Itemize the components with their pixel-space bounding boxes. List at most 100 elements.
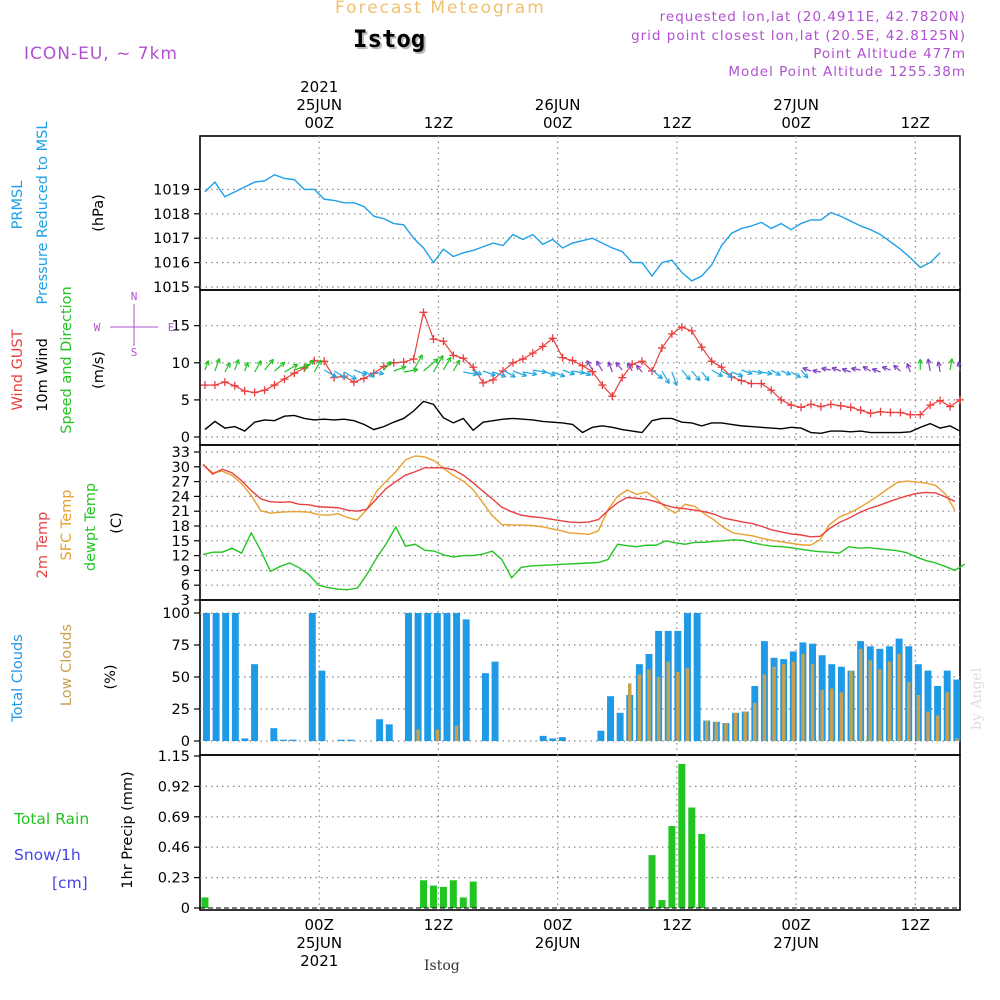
gust-marker-61	[806, 400, 815, 409]
direction-arrow-64	[831, 366, 841, 372]
direction-arrow-head-69	[881, 365, 888, 371]
rain-bar-2	[429, 885, 437, 908]
gust-marker-16	[359, 374, 368, 383]
bottom-tick-label-5: 12Z	[901, 916, 930, 934]
direction-arrow-shaft-18	[383, 361, 392, 371]
gust-marker-5	[250, 388, 259, 397]
direction-arrow-head-54	[747, 369, 753, 376]
direction-arrow-head-56	[767, 370, 773, 376]
direction-arrow-head-46	[664, 378, 670, 385]
direction-arrow-shaft-74	[937, 361, 941, 373]
direction-arrow-shaft-21	[413, 354, 423, 371]
direction-arrow-shaft-37	[572, 370, 585, 374]
gust-marker-48	[677, 323, 686, 332]
gust-marker-51	[707, 357, 716, 366]
direction-arrow-shaft-51	[711, 369, 723, 377]
direction-arrow-shaft-52	[721, 370, 733, 378]
direction-arrow-4	[243, 361, 250, 372]
direction-arrow-head-6	[268, 358, 275, 365]
direction-arrow-15	[353, 369, 368, 376]
temp-ytick-label-8: 27	[172, 475, 190, 491]
total-cloud-bar-48	[664, 630, 672, 741]
direction-arrow-head-60	[803, 373, 809, 379]
gust-marker-24	[439, 337, 448, 346]
gust-marker-69	[886, 408, 895, 417]
gust-marker-49	[687, 326, 696, 335]
total-cloud-bar-44	[626, 694, 634, 741]
direction-arrow-head-52	[727, 372, 734, 378]
direction-arrow-head-71	[906, 363, 912, 369]
direction-arrow-9	[294, 363, 310, 371]
low-cloud-bar-61	[791, 661, 796, 741]
total-cloud-bar-11	[308, 613, 316, 741]
direction-arrow-43	[626, 362, 633, 372]
direction-arrow-head-18	[386, 360, 392, 367]
direction-arrow-shaft-34	[542, 370, 556, 377]
prec-ytick-label-0: 0	[181, 901, 190, 917]
direction-arrow-head-29	[500, 372, 507, 378]
bottom-tick-label-1: 12Z	[424, 916, 453, 934]
gust-marker-40	[598, 381, 607, 390]
direction-arrow-34	[542, 370, 556, 377]
direction-arrow-shaft-29	[492, 371, 507, 378]
cloud-ytick-label-4: 100	[162, 606, 190, 622]
total-cloud-bar-4	[241, 738, 249, 741]
low-cloud-bar-48	[666, 661, 670, 741]
top-tick-label-2: 00Z	[543, 114, 572, 132]
gust-marker-27	[469, 363, 478, 372]
direction-arrow-24	[442, 356, 452, 371]
total-cloud-bar-62	[799, 642, 807, 741]
direction-arrow-shaft-35	[552, 371, 566, 378]
total-cloud-bar-25	[443, 613, 451, 741]
direction-arrow-shaft-75	[949, 358, 953, 371]
model-altitude: Model Point Altitude 1255.38m	[728, 64, 966, 80]
point-altitude: Point Altitude 477m	[813, 46, 966, 62]
dewpt-temp-line	[202, 525, 966, 591]
direction-arrow-shaft-7	[274, 361, 286, 372]
direction-arrow-2	[224, 362, 231, 373]
gust-marker-3	[230, 381, 239, 390]
direction-arrow-76	[956, 361, 962, 372]
top-tick-label-3: 12Z	[662, 114, 691, 132]
direction-arrow-shaft-1	[214, 358, 221, 372]
gust-marker-47	[667, 329, 676, 338]
gust-marker-75	[946, 402, 955, 411]
direction-arrow-38	[582, 371, 592, 377]
total-cloud-bar-15	[347, 739, 355, 741]
total-cloud-bar-58	[760, 641, 768, 741]
direction-arrow-head-55	[757, 369, 763, 375]
direction-arrow-shaft-65	[841, 368, 851, 373]
direction-arrow-shaft-49	[691, 370, 701, 382]
direction-arrow-head-7	[279, 361, 286, 368]
cloud-bars	[203, 613, 961, 741]
gust-marker-74	[936, 396, 945, 405]
direction-arrow-head-40	[596, 360, 602, 367]
pres-ytick-label-3: 1018	[153, 207, 190, 223]
wind-gust-line	[204, 310, 961, 416]
direction-arrow-shaft-3	[234, 359, 240, 371]
low-cloud-bar-45	[637, 674, 642, 741]
low-cloud-bar-22	[416, 729, 420, 741]
low-cloud-bar-24	[435, 729, 440, 741]
gust-marker-63	[826, 400, 835, 409]
direction-arrow-shaft-25	[452, 359, 461, 372]
total-cloud-bar-30	[491, 661, 499, 741]
direction-arrow-head-12	[331, 372, 337, 378]
direction-arrow-62	[812, 368, 822, 374]
total-cloud-bar-43	[616, 712, 624, 741]
direction-arrow-shaft-44	[635, 364, 643, 373]
wind-speed-line	[204, 400, 961, 434]
total-cloud-bar-27	[462, 619, 470, 741]
direction-arrow-shaft-4	[244, 361, 249, 372]
panel-frame-temp	[199, 444, 961, 601]
direction-arrow-head-31	[521, 371, 527, 378]
total-cloud-bar-42	[607, 696, 614, 741]
direction-arrow-11	[313, 359, 322, 373]
direction-arrow-shaft-67	[862, 366, 871, 372]
gust-marker-6	[260, 386, 269, 395]
gust-marker-13	[330, 373, 339, 382]
total-cloud-bar-68	[857, 641, 865, 741]
prec-ytick-label-5: 1.15	[158, 749, 190, 765]
